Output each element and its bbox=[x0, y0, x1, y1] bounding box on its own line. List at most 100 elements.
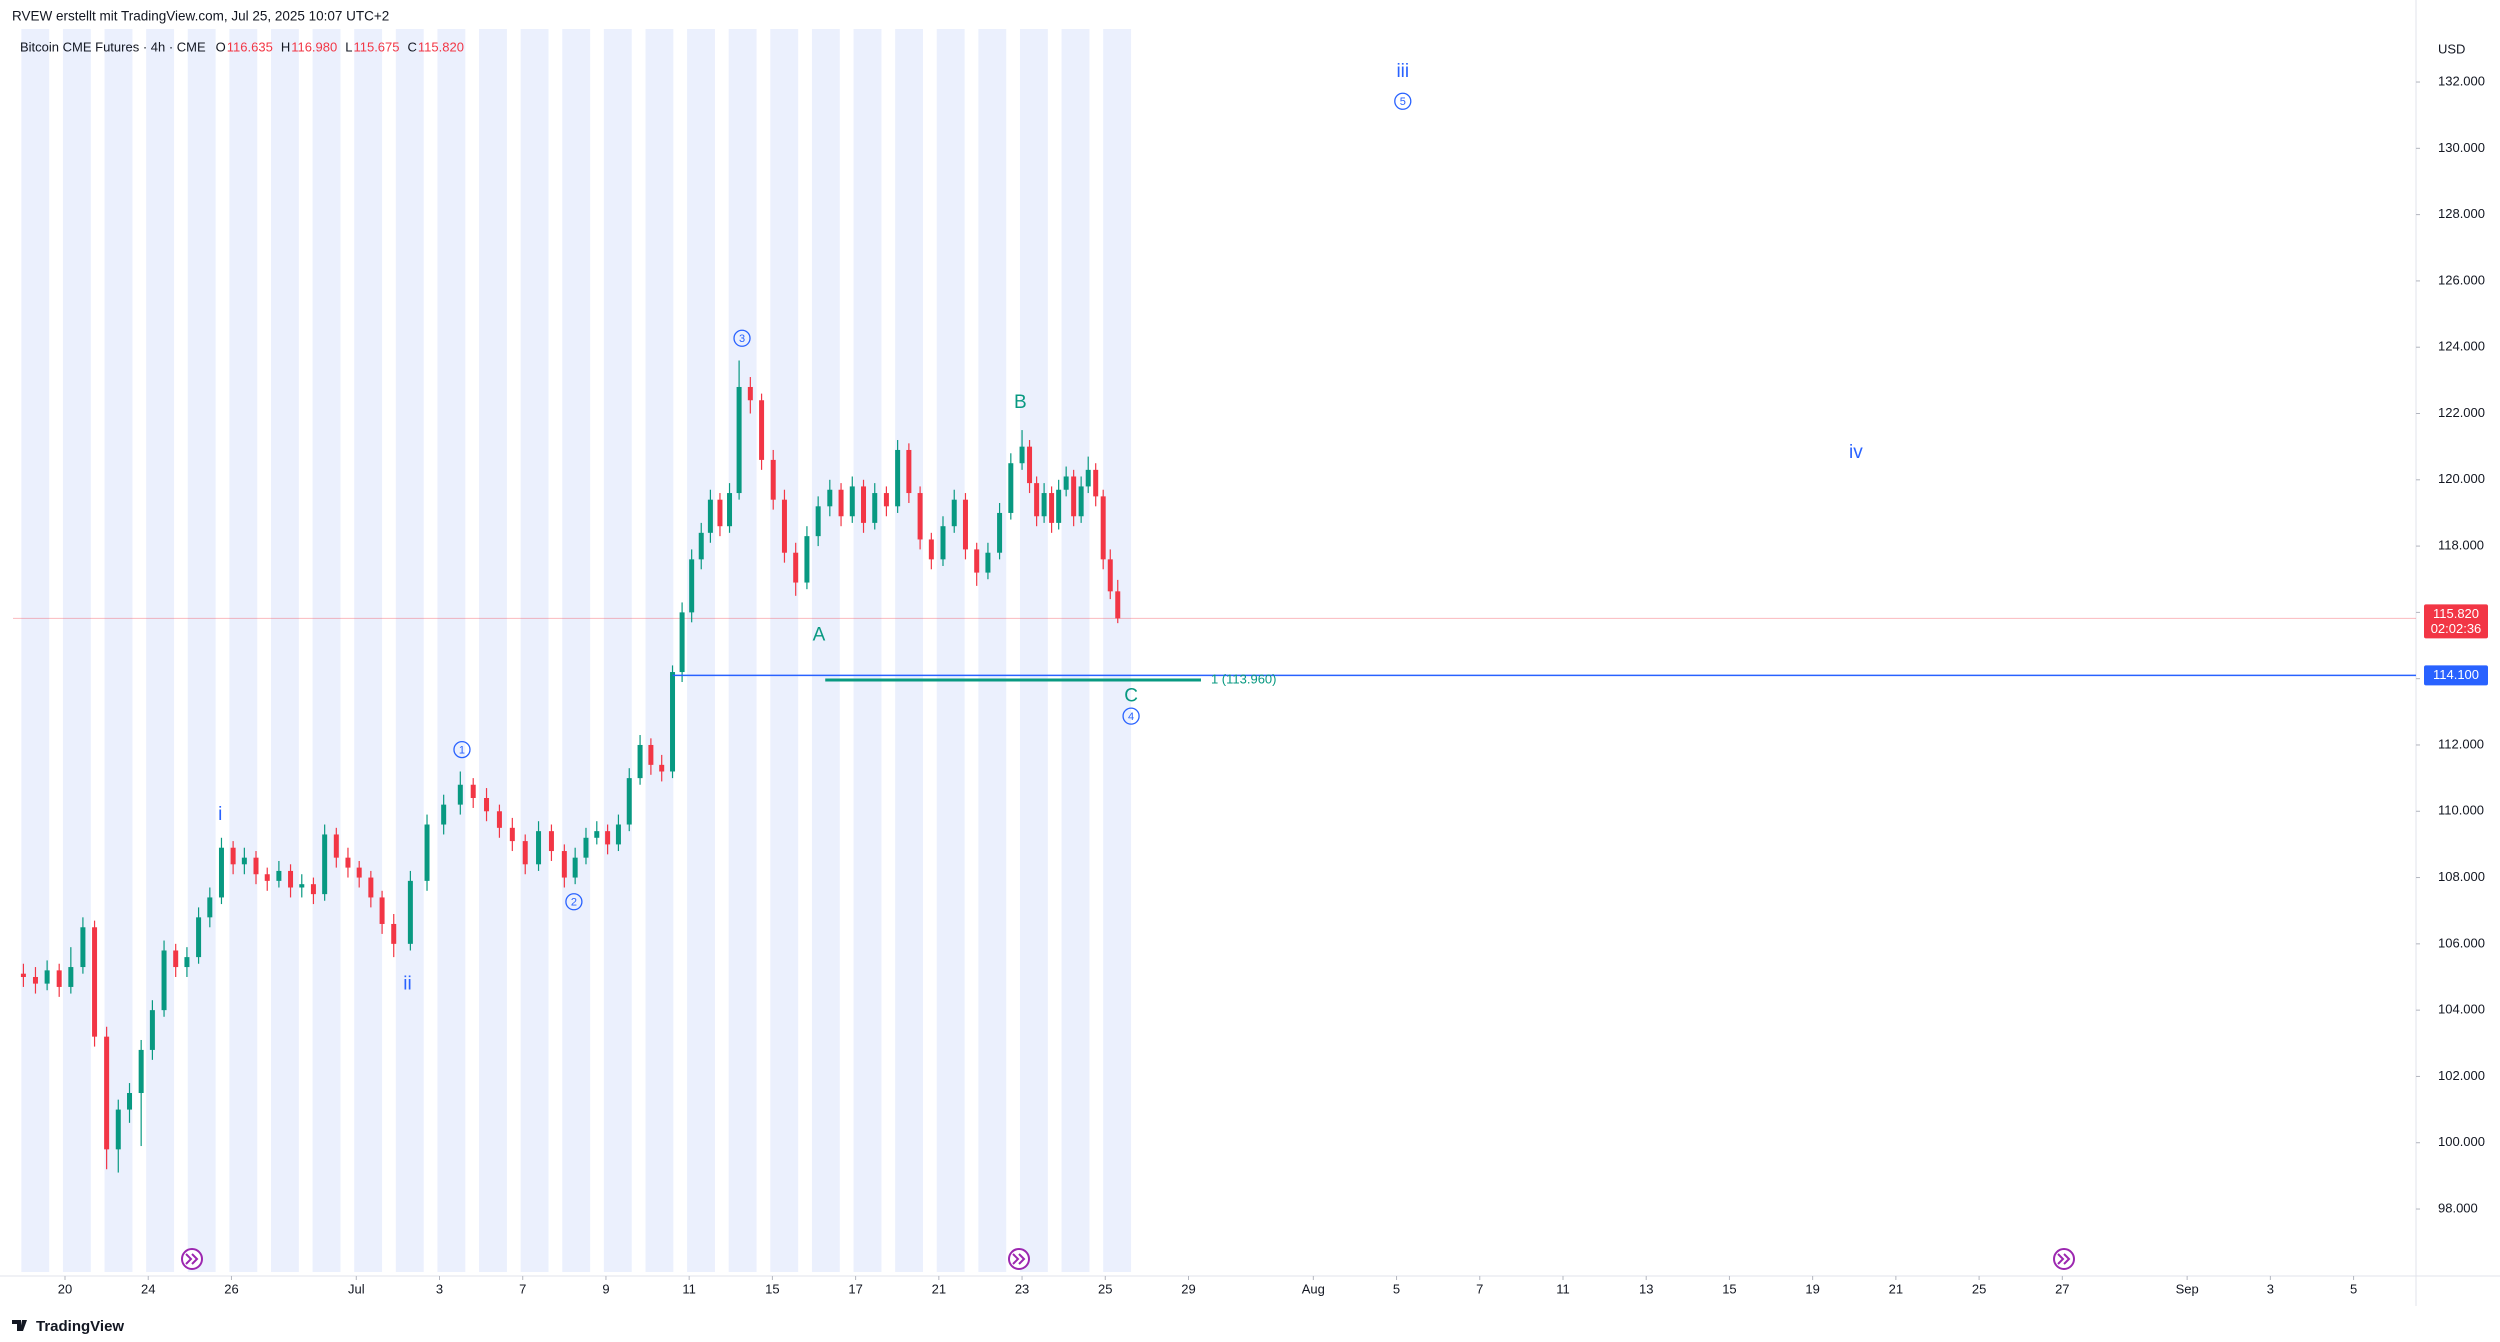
legend-key: C bbox=[408, 39, 417, 54]
x-tick-label: 9 bbox=[602, 1281, 609, 1296]
session-band bbox=[312, 29, 341, 1272]
x-tick-label: 11 bbox=[682, 1281, 696, 1296]
x-tick-label: 26 bbox=[224, 1281, 238, 1296]
event-marker[interactable] bbox=[181, 1248, 203, 1270]
candle-body bbox=[407, 880, 413, 944]
wave-label: 5 bbox=[1394, 92, 1412, 110]
y-tick-label: 128.000 bbox=[2438, 206, 2485, 221]
session-bands bbox=[21, 29, 1132, 1272]
candle-body bbox=[115, 1109, 121, 1150]
x-tick-label: 11 bbox=[1556, 1281, 1570, 1296]
candle-body bbox=[230, 847, 236, 865]
price-label-box bbox=[2424, 665, 2488, 686]
candle-body bbox=[68, 967, 74, 987]
session-band bbox=[1061, 29, 1090, 1272]
candle-body bbox=[928, 539, 934, 560]
x-tick-label: Aug bbox=[1302, 1281, 1325, 1296]
x-tick-label: 13 bbox=[1639, 1281, 1653, 1296]
session-band bbox=[479, 29, 507, 1272]
logo[interactable]: TradingView bbox=[12, 1318, 124, 1335]
candle-body bbox=[895, 449, 901, 507]
legend-key: L bbox=[345, 39, 352, 54]
candle-body bbox=[44, 970, 50, 984]
session-band bbox=[104, 29, 133, 1272]
wave-label: 4 bbox=[1122, 707, 1140, 725]
last-price-label: 115.820 bbox=[2433, 606, 2479, 621]
candle-body bbox=[310, 884, 316, 895]
candle-body bbox=[161, 950, 167, 1011]
candle-body bbox=[548, 831, 554, 852]
session-band bbox=[395, 29, 424, 1272]
session-band bbox=[687, 29, 715, 1272]
event-marker[interactable] bbox=[2053, 1248, 2075, 1270]
candle-body bbox=[1078, 486, 1084, 517]
wave-text: iv bbox=[1849, 442, 1863, 463]
y-tick-label: 100.000 bbox=[2438, 1134, 2485, 1149]
currency-label: USD bbox=[2438, 41, 2465, 56]
x-tick-label: 25 bbox=[1972, 1281, 1986, 1296]
wave-circle bbox=[1394, 92, 1412, 110]
session-band bbox=[936, 29, 965, 1272]
level-label: 1 (113.960) bbox=[1211, 671, 1277, 686]
candle-body bbox=[138, 1049, 144, 1094]
candle-body bbox=[1034, 483, 1040, 517]
candle-body bbox=[441, 804, 447, 825]
y-tick-label: 98.000 bbox=[2438, 1200, 2478, 1215]
session-band bbox=[437, 29, 466, 1272]
event-marker[interactable] bbox=[1008, 1248, 1030, 1270]
candle-body bbox=[736, 386, 742, 494]
candle-body bbox=[906, 449, 912, 494]
x-tick-label: 23 bbox=[1015, 1281, 1029, 1296]
candle-body bbox=[759, 400, 765, 460]
candle-body bbox=[861, 486, 867, 523]
logo-mark bbox=[12, 1320, 27, 1331]
candle-body bbox=[104, 1036, 110, 1150]
session-band bbox=[895, 29, 924, 1272]
wave-text: i bbox=[218, 804, 222, 825]
legend-key: H bbox=[281, 39, 290, 54]
x-tick-label: 25 bbox=[1098, 1281, 1112, 1296]
y-tick-label: 120.000 bbox=[2438, 471, 2485, 486]
candle-body bbox=[391, 923, 397, 944]
y-tick-label: 130.000 bbox=[2438, 140, 2485, 155]
candle-body bbox=[32, 976, 38, 984]
candle-body bbox=[1107, 559, 1113, 592]
candle-body bbox=[1049, 493, 1055, 523]
wave-label: iv bbox=[1849, 442, 1863, 463]
candle-body bbox=[207, 897, 213, 918]
countdown-label: 02:02:36 bbox=[2431, 621, 2482, 636]
candle-body bbox=[20, 973, 26, 977]
candle-body bbox=[1056, 489, 1062, 523]
candle-body bbox=[940, 526, 946, 560]
session-band bbox=[728, 29, 757, 1272]
candle-body bbox=[1085, 469, 1091, 487]
candle-body bbox=[509, 827, 515, 842]
candle-body bbox=[253, 857, 259, 875]
x-tick-label: Sep bbox=[2176, 1281, 2199, 1296]
candle-body bbox=[670, 672, 676, 772]
wave-label: A bbox=[813, 625, 826, 646]
candle-body bbox=[457, 784, 463, 805]
session-band bbox=[645, 29, 674, 1272]
session-band bbox=[187, 29, 216, 1272]
x-tick-label: 3 bbox=[436, 1281, 443, 1296]
wave-text: 4 bbox=[1128, 711, 1134, 723]
candle-body bbox=[1115, 591, 1121, 619]
candle-body bbox=[424, 824, 430, 881]
candle-body bbox=[626, 778, 632, 825]
candle-body bbox=[276, 870, 282, 881]
price-label: 114.100 bbox=[2433, 667, 2479, 682]
candle-body bbox=[770, 459, 776, 500]
candle-body bbox=[264, 874, 270, 881]
candle-body bbox=[333, 834, 339, 858]
y-tick-label: 106.000 bbox=[2438, 935, 2485, 950]
candle-body bbox=[345, 857, 351, 868]
candle-body bbox=[951, 499, 957, 527]
candle-body bbox=[173, 950, 179, 968]
legend-value: 115.820 bbox=[418, 39, 464, 54]
candle-body bbox=[962, 499, 968, 550]
session-band bbox=[770, 29, 799, 1272]
candle-body bbox=[1063, 476, 1069, 490]
